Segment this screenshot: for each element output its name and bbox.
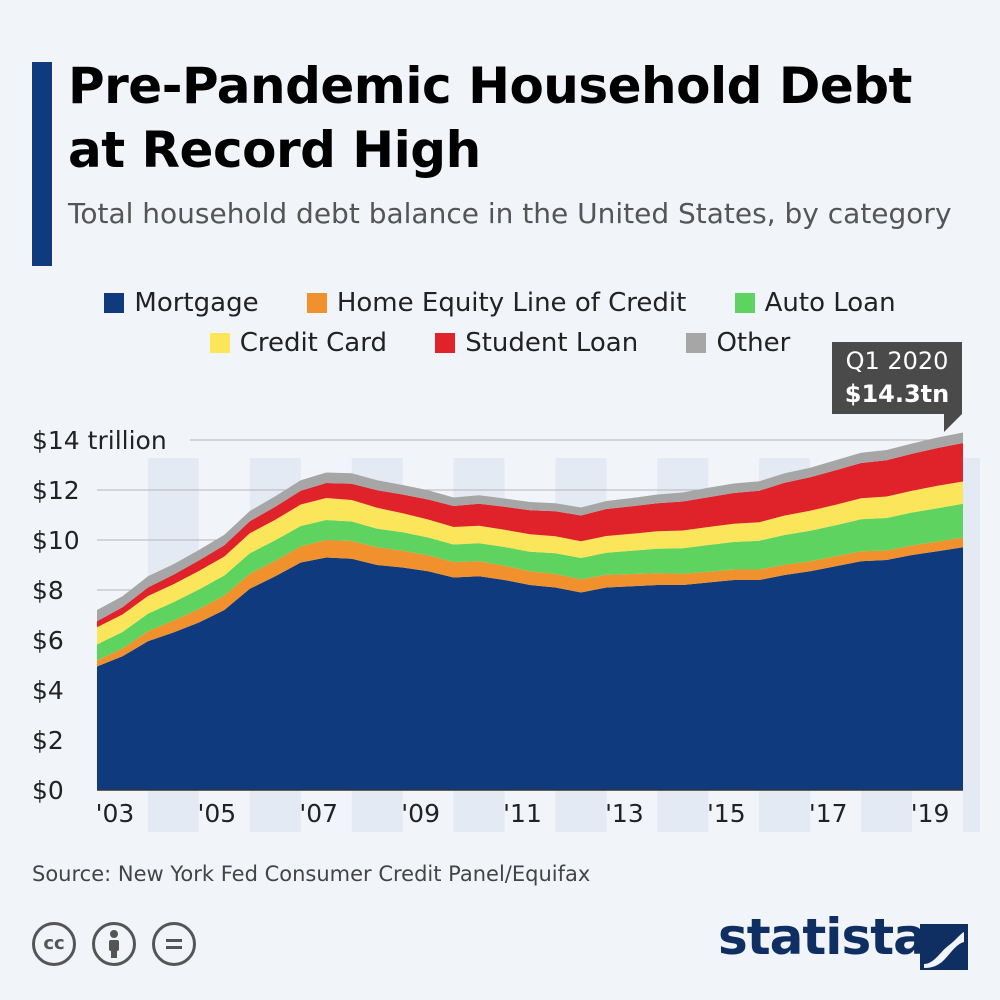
legend-label: Auto Loan xyxy=(764,288,896,318)
y-tick-label: $10 xyxy=(32,526,80,555)
title-accent-bar xyxy=(32,62,52,266)
legend-item-other: Other xyxy=(686,328,790,358)
total-callout: Q1 2020 $14.3tn xyxy=(832,342,962,414)
legend-item-auto-loan: Auto Loan xyxy=(734,288,896,318)
legend-swatch xyxy=(734,293,755,313)
license-icons: cc xyxy=(32,922,212,966)
legend-label: Student Loan xyxy=(465,328,639,358)
y-tick-label: $12 xyxy=(32,476,80,505)
callout-date: Q1 2020 xyxy=(845,347,949,375)
statista-wordmark[interactable]: statista xyxy=(718,908,927,966)
x-tick-label: '19 xyxy=(911,799,950,828)
legend-item-credit-card: Credit Card xyxy=(209,328,387,358)
legend-label: Other xyxy=(716,328,791,358)
x-tick-label: '09 xyxy=(401,799,440,828)
area-other xyxy=(97,432,963,622)
statista-logo-icon[interactable] xyxy=(920,924,968,970)
x-tick-label: '07 xyxy=(299,799,338,828)
y-tick-label: $4 xyxy=(32,676,64,705)
area-student-loan xyxy=(97,443,963,628)
x-tick-label: '13 xyxy=(605,799,644,828)
legend-item-mortgage: Mortgage xyxy=(104,288,259,318)
area-home-equity-line-of-credit xyxy=(97,537,963,667)
area-credit-card xyxy=(97,481,963,645)
year-band xyxy=(963,458,980,832)
y-tick-label: $2 xyxy=(32,726,64,755)
legend-item-student-loan: Student Loan xyxy=(435,328,638,358)
legend-swatch xyxy=(435,333,456,353)
x-tick-label: '17 xyxy=(809,799,848,828)
legend-label: Home Equity Line of Credit xyxy=(336,288,687,318)
cc-icon[interactable]: cc xyxy=(32,922,76,966)
x-tick-label: '11 xyxy=(503,799,542,828)
legend-swatch xyxy=(686,333,707,353)
area-mortgage xyxy=(97,547,963,790)
x-tick-label: '03 xyxy=(96,799,135,828)
by-icon[interactable] xyxy=(92,922,136,966)
y-tick-label: $0 xyxy=(32,776,64,805)
legend-swatch xyxy=(209,333,230,353)
nd-icon[interactable] xyxy=(152,922,196,966)
legend-label: Mortgage xyxy=(134,288,259,318)
legend-row-2: Credit Card Student Loan Other xyxy=(0,328,1000,358)
area-auto-loan xyxy=(97,503,963,661)
chart-title: Pre-Pandemic Household Debt at Record Hi… xyxy=(68,57,912,179)
y-tick-label: $8 xyxy=(32,576,64,605)
callout-pointer xyxy=(944,414,962,432)
y-tick-label: $6 xyxy=(32,626,64,655)
legend-swatch xyxy=(104,293,125,313)
chart-subtitle: Total household debt balance in the Unit… xyxy=(68,197,952,230)
x-tick-label: '05 xyxy=(198,799,237,828)
legend-row-1: Mortgage Home Equity Line of Credit Auto… xyxy=(0,288,1000,318)
legend-swatch xyxy=(306,293,327,313)
callout-value: $14.3tn xyxy=(844,380,950,408)
legend-label: Credit Card xyxy=(239,328,387,358)
legend-item-heloc: Home Equity Line of Credit xyxy=(306,288,687,318)
x-tick-label: '15 xyxy=(707,799,746,828)
source-note: Source: New York Fed Consumer Credit Pan… xyxy=(32,862,591,886)
y-tick-label: $14 trillion xyxy=(32,426,167,455)
